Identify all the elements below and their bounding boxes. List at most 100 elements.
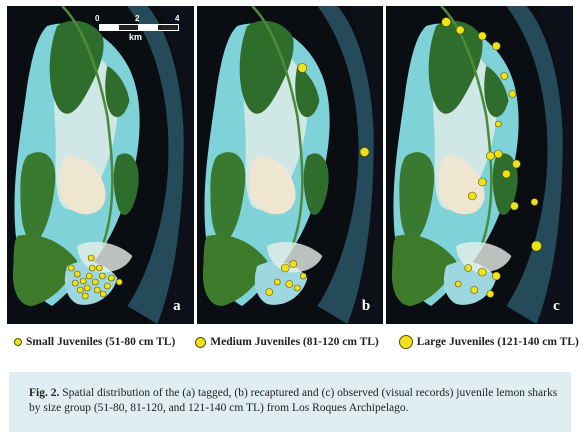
shark-location-marker	[486, 290, 495, 298]
shark-location-marker	[285, 280, 293, 288]
shark-location-marker	[273, 278, 281, 286]
figure-caption-box: Fig. 2. Spatial distribution of the (a) …	[9, 372, 571, 432]
island-shape	[20, 152, 56, 242]
island-shape	[239, 20, 294, 114]
island-shape	[105, 66, 130, 118]
island-shape	[147, 6, 194, 324]
map-image-b	[196, 6, 384, 324]
island-shape	[526, 6, 573, 324]
shark-location-marker	[73, 270, 81, 278]
shark-location-marker	[510, 201, 519, 211]
shark-location-marker	[93, 286, 101, 294]
shark-location-marker	[359, 147, 369, 157]
shark-location-marker	[441, 17, 452, 27]
shark-location-marker	[76, 286, 84, 294]
shark-location-marker	[478, 267, 487, 277]
shark-location-marker	[530, 198, 539, 206]
island-shape	[113, 153, 139, 215]
island-shape	[492, 153, 518, 215]
island-shape	[506, 6, 563, 324]
map-panel-b: b	[196, 6, 384, 324]
island-shape	[209, 152, 245, 242]
legend-label: Small Juveniles (51-80 cm TL)	[26, 336, 176, 348]
island-shape	[248, 156, 296, 215]
shark-location-marker	[508, 90, 517, 98]
map-panels: 0 2 4 km a b c	[7, 6, 573, 324]
shark-location-marker	[502, 169, 511, 179]
shark-location-marker	[297, 63, 307, 73]
shark-location-marker	[95, 264, 103, 272]
map-image-a	[7, 6, 194, 324]
panel-label-b: b	[361, 298, 371, 314]
caption-label: Fig. 2.	[29, 387, 60, 399]
island-shape	[316, 6, 374, 324]
shark-location-marker	[478, 177, 487, 187]
shark-location-marker	[99, 290, 107, 298]
shark-location-marker	[108, 274, 115, 282]
legend-label: Medium Juveniles (81-120 cm TL)	[210, 336, 379, 348]
figure-caption: Fig. 2. Spatial distribution of the (a) …	[29, 386, 559, 416]
shark-location-marker	[91, 278, 99, 286]
shark-location-marker	[85, 272, 93, 280]
shark-location-marker	[83, 284, 91, 292]
map-panel-a: 0 2 4 km a	[7, 6, 194, 324]
shark-location-marker	[104, 282, 111, 290]
shark-location-marker	[98, 272, 106, 280]
scale-bar: 0 2 4 km	[95, 14, 191, 48]
shark-location-marker	[265, 288, 273, 296]
shark-location-marker	[492, 41, 501, 51]
small-marker-icon	[14, 338, 22, 346]
shark-location-marker	[512, 159, 521, 169]
panel-label-a: a	[173, 298, 181, 314]
shark-location-marker	[478, 31, 487, 41]
shark-location-marker	[494, 149, 503, 159]
legend-label: Large Juveniles (121-140 cm TL)	[416, 336, 579, 348]
shark-location-marker	[492, 271, 501, 281]
island-shape	[61, 6, 114, 247]
scale-tick: 2	[135, 14, 140, 23]
legend-item-large: Large Juveniles (121-140 cm TL)	[398, 335, 579, 349]
shark-location-marker	[456, 25, 465, 35]
shark-location-marker	[67, 264, 75, 272]
shark-location-marker	[116, 278, 123, 286]
shark-location-marker	[486, 151, 495, 161]
island-shape	[202, 234, 267, 306]
island-shape	[266, 241, 322, 273]
shark-location-marker	[81, 292, 89, 300]
caption-text: Spatial distribution of the (a) tagged, …	[29, 387, 558, 414]
island-shape	[399, 152, 435, 242]
legend-item-medium: Medium Juveniles (81-120 cm TL)	[195, 336, 379, 348]
scale-tick: 4	[175, 14, 180, 23]
shark-location-marker	[468, 191, 477, 201]
island-shape	[127, 6, 184, 324]
island-shape	[337, 6, 384, 324]
scale-tick: 0	[95, 14, 100, 23]
island-shape	[12, 234, 78, 306]
legend-item-small: Small Juveniles (51-80 cm TL)	[14, 336, 175, 348]
island-shape	[428, 20, 483, 114]
shark-location-marker	[88, 264, 96, 272]
island-shape	[303, 153, 329, 215]
shark-location-marker	[455, 280, 462, 288]
map-image-c	[386, 6, 573, 324]
shark-location-marker	[87, 254, 95, 262]
shark-location-marker	[293, 284, 301, 292]
shark-location-marker	[531, 240, 542, 252]
shark-location-marker	[495, 120, 502, 128]
medium-marker-icon	[195, 336, 207, 348]
panel-label-c: c	[553, 298, 560, 314]
shark-location-marker	[289, 260, 297, 268]
shark-location-marker	[470, 286, 479, 294]
island-shape	[392, 234, 457, 306]
shark-location-marker	[464, 264, 473, 272]
shark-location-marker	[79, 277, 87, 285]
scale-unit: km	[129, 32, 143, 42]
shark-location-marker	[299, 272, 307, 280]
island-shape	[49, 20, 104, 114]
legend: Small Juveniles (51-80 cm TL) Medium Juv…	[14, 333, 579, 351]
shark-location-marker	[500, 72, 509, 80]
island-shape	[59, 156, 106, 215]
shark-location-marker	[71, 279, 79, 287]
map-panel-c: c	[386, 6, 573, 324]
shark-location-marker	[280, 263, 290, 273]
